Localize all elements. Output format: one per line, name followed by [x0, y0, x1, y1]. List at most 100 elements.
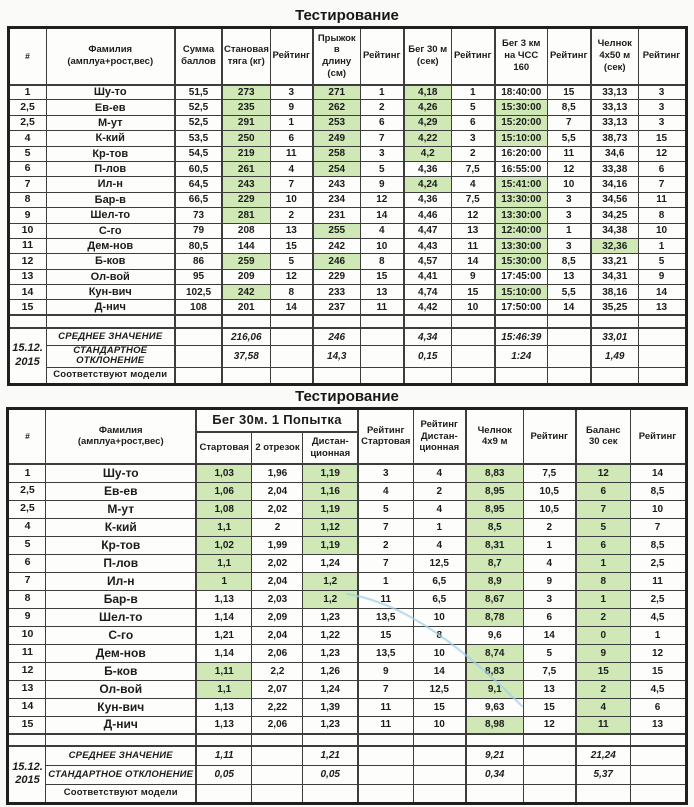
summary-value-cell: 216,06 [221, 327, 271, 346]
summary-value-cell [546, 327, 592, 346]
value-cell: 4 [575, 697, 631, 717]
value-cell: 6 [522, 607, 577, 627]
summary-value-cell: 1,11 [194, 745, 253, 766]
summary-value-cell [251, 764, 304, 785]
value-cell: 6 [637, 160, 687, 178]
value-cell: 9 [637, 268, 687, 286]
value-cell: 1,16 [302, 481, 359, 501]
value-cell: 7 [357, 679, 414, 699]
value-cell: 7 [269, 176, 314, 193]
summary-label-cell: СТАНДАРТНОЕ ОТКЛОНЕНИЕ [45, 344, 176, 368]
value-cell: 4 [359, 222, 405, 239]
row-number-cell: 7 [7, 571, 47, 591]
value-cell: 17:45:00 [494, 268, 548, 286]
value-cell: 1,12 [302, 517, 359, 537]
value-cell: 258 [312, 145, 361, 162]
value-cell: 7,5 [450, 160, 496, 178]
value-cell: 4,26 [403, 99, 452, 116]
player-name-cell: Бар-в [45, 191, 176, 209]
value-cell: 2,06 [251, 715, 304, 735]
spacer-cell [7, 314, 47, 330]
col-header: Рейтинг [637, 27, 687, 86]
spacer-cell [312, 314, 361, 330]
value-cell: 229 [221, 191, 271, 209]
summary-value-cell [637, 327, 687, 346]
summary-value-cell [269, 344, 314, 368]
value-cell: 10 [412, 643, 467, 663]
value-cell: 8 [269, 284, 314, 301]
value-cell: 11 [575, 715, 631, 735]
summary-label-cell: СТАНДАРТНОЕ ОТКЛОНЕНИЕ [45, 764, 197, 785]
value-cell: 11 [637, 191, 687, 209]
value-cell: 291 [221, 114, 271, 132]
player-name-cell: Кун-вич [45, 697, 197, 717]
table-row: 7 Ил-н 1 2,04 1,2 1 6,5 8,9 9 8 11 [7, 571, 687, 591]
row-number-cell: 4 [7, 517, 47, 537]
summary-row: СТАНДАРТНОЕ ОТКЛОНЕНИЕ 0,05 0,05 0,34 5,37 [8, 764, 687, 785]
value-cell: 12 [575, 463, 631, 483]
section2-title: Тестирование [295, 387, 399, 405]
row-number-cell: 1 [7, 83, 47, 101]
value-cell: 1 [269, 114, 314, 132]
value-cell: 73 [174, 207, 223, 224]
value-cell: 1,24 [302, 553, 359, 573]
value-cell: 4,22 [403, 130, 452, 147]
summary-value-cell [450, 344, 496, 368]
value-cell: 54,5 [174, 145, 223, 162]
value-cell: 15 [359, 268, 405, 286]
value-cell: 53,5 [174, 130, 223, 147]
value-cell: 8,83 [465, 661, 524, 681]
summary-value-cell: 21,24 [575, 745, 631, 766]
value-cell: 13 [629, 715, 687, 735]
player-name-cell: Кр-тов [45, 145, 176, 162]
summary-value-cell: 5,37 [575, 764, 631, 785]
value-cell: 1 [450, 83, 496, 101]
value-cell: 3 [637, 114, 687, 132]
row-number-cell: 8 [7, 589, 47, 609]
summary-value-cell: 15:46:39 [494, 327, 548, 346]
value-cell: 10 [637, 222, 687, 239]
value-cell: 11 [357, 589, 414, 609]
value-cell: 1,14 [194, 607, 253, 627]
value-cell: 2,02 [251, 499, 304, 519]
value-cell: 10 [450, 299, 496, 316]
player-name-cell: Дем-нов [45, 237, 176, 255]
value-cell: 3 [637, 83, 687, 101]
value-cell: 4 [412, 535, 467, 555]
table-row: 11 Дем-нов 1,14 2,06 1,23 13,5 10 8,74 5 9 12 [7, 643, 687, 663]
row-number-cell: 11 [7, 237, 47, 255]
spacer-cell [45, 733, 197, 748]
value-cell: 3 [357, 463, 414, 483]
summary-label-cell: Соответствуют модели [45, 366, 176, 385]
summary-value-cell: 37,58 [221, 344, 271, 368]
value-cell: 6 [575, 535, 631, 555]
value-cell: 7 [629, 517, 687, 537]
group-header: Бег 30м. 1 Попытка [194, 407, 359, 434]
value-cell: 1,26 [302, 661, 359, 681]
summary-value-cell [357, 783, 414, 804]
table-row: 2,5 Ев-ев 1,06 2,04 1,16 4 2 8,95 10,5 6 8,5 [7, 481, 687, 501]
value-cell: 4,5 [629, 607, 687, 627]
value-cell: 4 [269, 160, 314, 178]
value-cell: 5,5 [546, 284, 592, 301]
value-cell: 233 [312, 284, 361, 301]
table-row: 12 Б-ков 1,11 2,2 1,26 9 14 8,83 7,5 15 15 [7, 661, 687, 681]
value-cell: 34,25 [590, 207, 639, 224]
value-cell: 4,57 [403, 253, 452, 270]
value-cell: 2 [522, 517, 577, 537]
row-number-cell: 2,5 [7, 481, 47, 501]
value-cell: 18:40:00 [494, 83, 548, 101]
value-cell: 261 [221, 160, 271, 178]
value-cell: 2,06 [251, 643, 304, 663]
spacer-cell [359, 314, 405, 330]
value-cell: 14 [269, 299, 314, 316]
value-cell: 13:30:00 [494, 207, 548, 224]
value-cell: 1,39 [302, 697, 359, 717]
spacer-row [7, 733, 687, 748]
row-number-cell: 13 [7, 679, 47, 699]
header-row-sub: Стартовая 2 отрезок Дистан- ционная [8, 431, 686, 466]
table-row: 2,5 М-ут 52,5 291 1 253 6 4,29 6 15:20:00 7 33,13 3 [7, 114, 687, 132]
value-cell: 3 [637, 99, 687, 116]
value-cell: 271 [312, 83, 361, 101]
value-cell: 1,2 [302, 571, 359, 591]
